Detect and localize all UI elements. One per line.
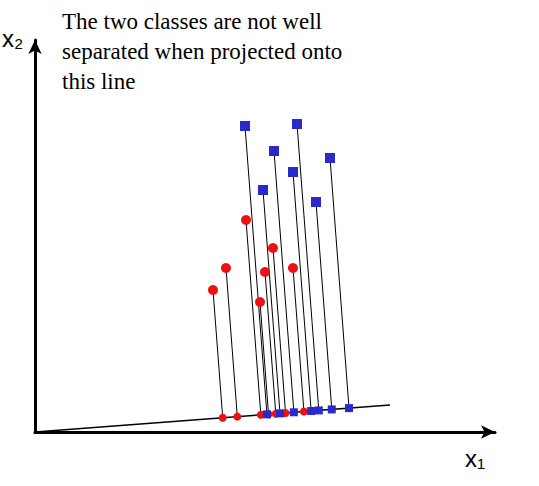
svg-text:x₁: x₁ [465,445,485,472]
svg-text:separated when projected onto: separated when projected onto [62,39,342,64]
svg-text:this line: this line [62,69,135,94]
svg-text:The two classes are not well: The two classes are not well [62,9,322,34]
svg-text:x₂: x₂ [2,25,23,52]
